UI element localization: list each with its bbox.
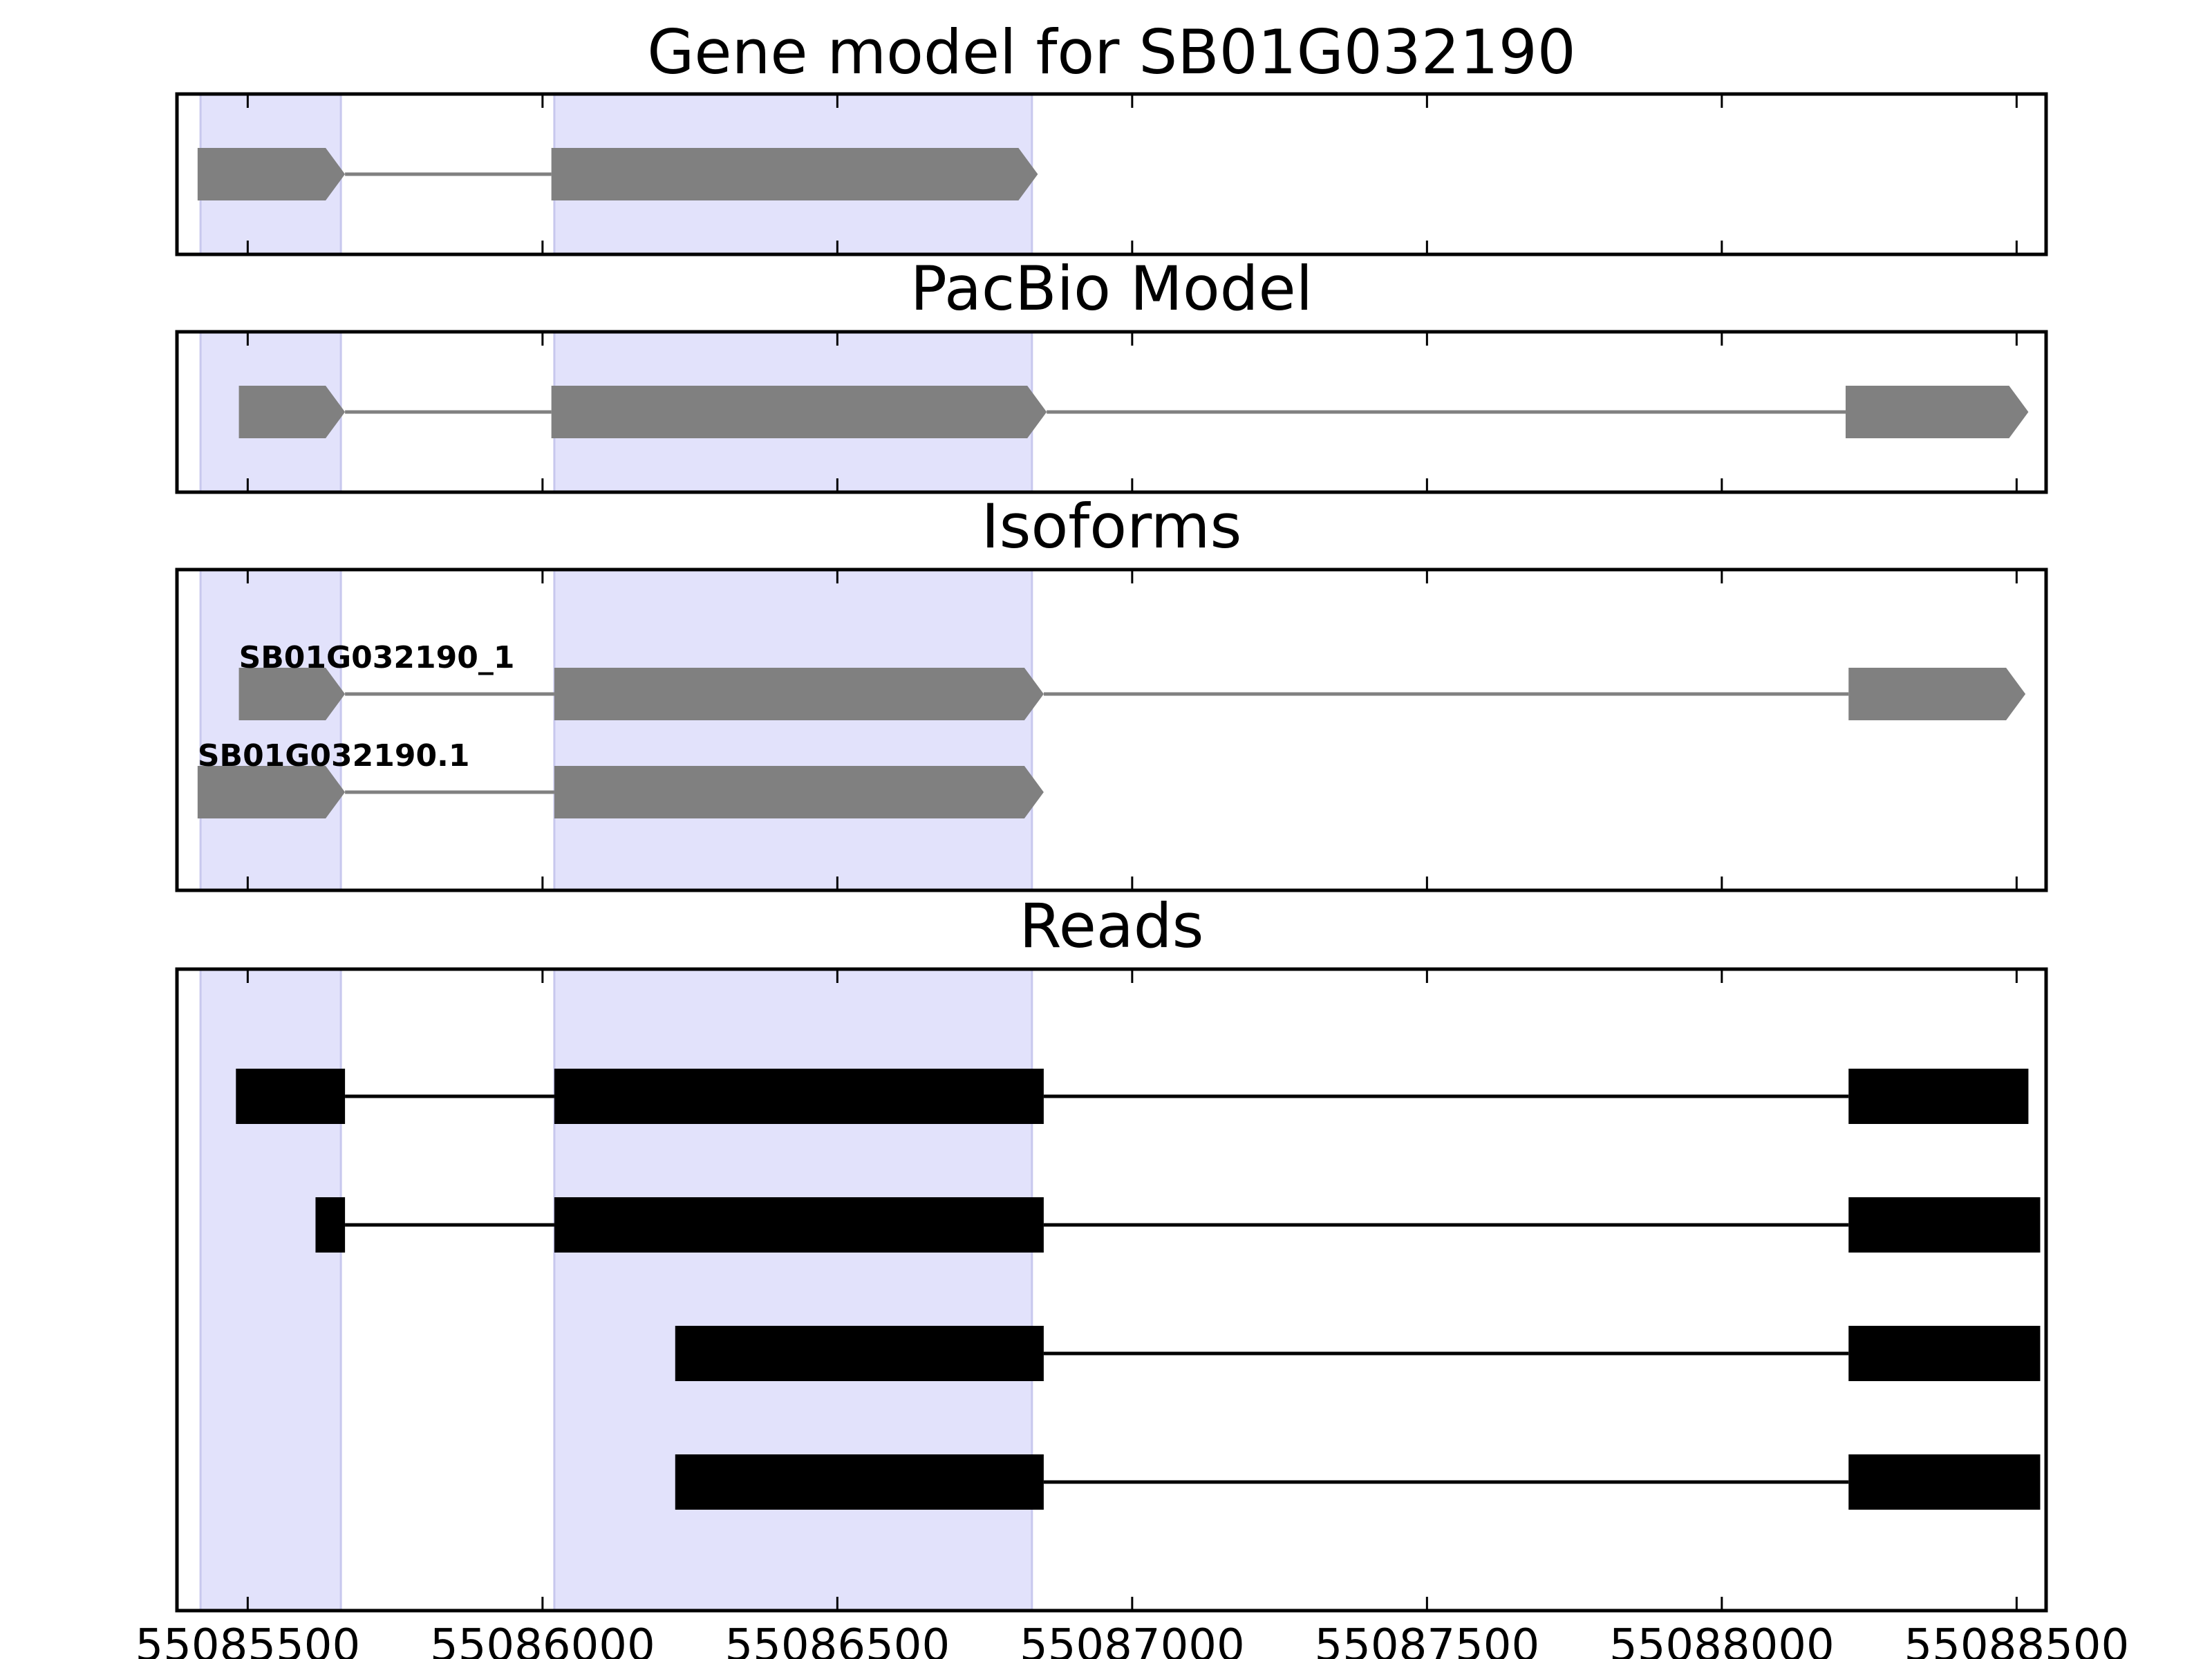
isoform-label: SB01G032190.1 [198, 738, 470, 774]
read-block [675, 1326, 1044, 1381]
read-block [236, 1069, 346, 1124]
panel-4: Reads 55085500 55086000 55086500 55087000 550… [135, 890, 2129, 1659]
exon-block [197, 148, 346, 200]
isoform-label: SB01G032190_1 [239, 640, 515, 675]
x-tick-label: 55088000 [1609, 1620, 1835, 1659]
exon-block [197, 766, 346, 818]
panel-frame [175, 330, 2048, 494]
read-block [554, 1197, 1044, 1253]
exon-block [238, 386, 346, 438]
read-block [1848, 1069, 2029, 1124]
panel-3: SB01G032190_1 SB01G032190.1 Isoforms [175, 491, 2048, 892]
panel-title: Reads [1020, 890, 1204, 962]
read-block [554, 1069, 1044, 1124]
read-3 [675, 1326, 2041, 1381]
highlight-band-2 [553, 568, 1033, 892]
panel-frame [175, 92, 2048, 256]
x-tick-label: 55087000 [1020, 1620, 1245, 1659]
read-1 [236, 1069, 2029, 1124]
panel-1: Gene model for SB01G032190 [175, 17, 2048, 256]
highlight-band-1 [199, 968, 342, 1612]
panel-title: Isoforms [982, 491, 1242, 562]
read-block [1848, 1197, 2041, 1253]
x-tick-label: 55088500 [1904, 1620, 2129, 1659]
read-block [675, 1454, 1044, 1510]
exon-block [551, 148, 1038, 200]
exon-block [554, 766, 1044, 818]
panel-frame [175, 568, 2048, 892]
panel-title: Gene model for SB01G032190 [647, 17, 1576, 88]
read-4 [675, 1454, 2041, 1510]
transcript-2 [197, 766, 1044, 818]
panel-frame [175, 967, 2048, 1613]
exon-block [1845, 386, 2029, 438]
x-tick-label: 55087500 [1314, 1620, 1539, 1659]
read-block [1848, 1454, 2041, 1510]
panel-2: PacBio Model [175, 253, 2048, 494]
x-tick-label: 55086000 [430, 1620, 655, 1659]
exon-block [238, 668, 346, 720]
highlight-band-2 [553, 968, 1033, 1612]
transcript-1 [197, 148, 1038, 200]
read-block [1848, 1326, 2041, 1381]
transcript-1 [238, 668, 2026, 720]
exon-block [551, 386, 1047, 438]
x-tick-label: 55086500 [724, 1620, 950, 1659]
exon-block [1848, 668, 2026, 720]
panel-title: PacBio Model [910, 253, 1313, 324]
x-tick-label: 55085500 [135, 1620, 360, 1659]
exon-block [554, 668, 1044, 720]
read-2 [315, 1197, 2041, 1253]
read-block [315, 1197, 346, 1253]
highlight-band-1 [199, 568, 342, 892]
transcript-1 [238, 386, 2029, 438]
